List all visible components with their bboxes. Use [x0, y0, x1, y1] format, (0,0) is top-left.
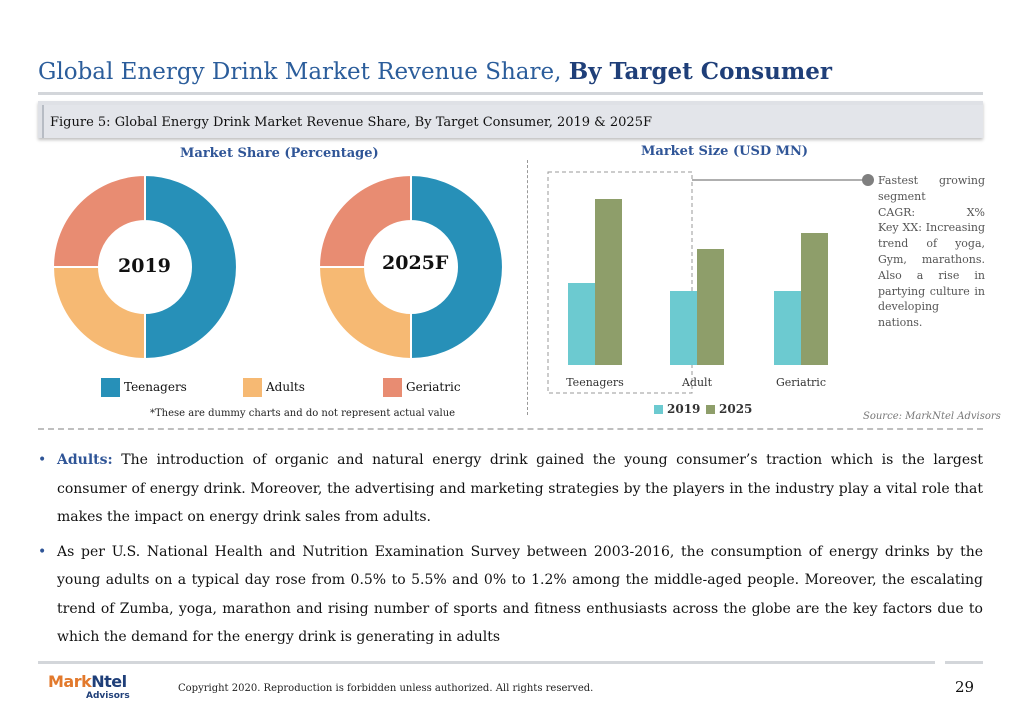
logo-subtitle: Advisors — [86, 691, 130, 701]
callout-line-text: partying culture in — [878, 284, 985, 298]
figure-caption: Figure 5: Global Energy Drink Market Rev… — [50, 115, 652, 130]
callout-line-text: Key XX: Increasing — [878, 221, 985, 235]
legend-teenagers: Teenagers — [101, 377, 187, 397]
callout-line-text: Also a rise in — [878, 268, 985, 282]
bullet-text: As per U.S. National Health and Nutritio… — [57, 543, 983, 646]
donut-chart-2019 — [52, 174, 238, 360]
legend-adults: Adults — [243, 377, 305, 397]
logo-part-mark: Mark — [48, 672, 92, 691]
donut-2025f-year-label: 2025F — [382, 252, 449, 274]
bar-teenagers-2019 — [568, 283, 595, 365]
figure-caption-inner — [42, 105, 983, 138]
callout-line-text: Fastest growing — [878, 174, 985, 187]
highlight-box — [547, 171, 693, 394]
copyright-text: Copyright 2020. Reproduction is forbidde… — [178, 683, 594, 694]
bullet-item-adults: • Adults: The introduction of organic an… — [38, 446, 983, 532]
bullet-text: The introduction of organic and natural … — [57, 452, 983, 525]
page-number: 29 — [955, 678, 975, 696]
callout-line-text: nations. — [878, 316, 923, 330]
legend-label-geriatric: Geriatric — [406, 380, 461, 394]
legend-swatch-teenagers — [101, 377, 120, 397]
callout-line-text: segment — [878, 189, 926, 203]
market-share-heading: Market Share (Percentage) — [180, 146, 379, 161]
footer-rule — [38, 661, 935, 664]
bullet-lead: Adults: — [57, 452, 113, 468]
bullet-dot: • — [38, 452, 47, 468]
callout-dot — [862, 174, 874, 186]
callout-line-text: Gym, marathons. — [878, 252, 985, 266]
legend-label-adults: Adults — [266, 380, 305, 394]
logo-wordmark: MarkNtel — [48, 672, 127, 691]
donut-2025f-slice-adults — [318, 266, 412, 360]
callout-text: Fastest growing segment CAGR: X% Key XX: In… — [878, 173, 985, 331]
legend-swatch-adults — [243, 377, 262, 397]
bar-chart — [547, 171, 828, 394]
bullet-item-survey: • As per U.S. National Health and Nutrit… — [38, 538, 983, 652]
donut-2019-year-label: 2019 — [118, 255, 171, 277]
source-note: Source: MarkNtel Advisors — [863, 411, 1001, 422]
horizontal-divider — [38, 428, 983, 430]
figure-caption-band: Figure 5: Global Energy Drink Market Rev… — [38, 101, 983, 138]
bar-teenagers-2025 — [595, 199, 622, 365]
bar-legend-label-2025: 2025 — [719, 402, 753, 416]
vertical-divider — [527, 160, 528, 415]
title-regular: Global Energy Drink Market Revenue Share… — [38, 59, 569, 85]
callout-line-text: CAGR: X% — [878, 205, 985, 219]
donut-2025f-slice-teenagers — [410, 174, 504, 360]
bar-geriatric-2025 — [801, 233, 828, 365]
donut-chart-2025f — [318, 174, 504, 360]
bar-legend-2025: 2025 — [706, 402, 752, 416]
bullet-dot: • — [38, 543, 47, 560]
bar-geriatric-2019 — [774, 291, 801, 365]
footer-rule-right — [945, 661, 983, 664]
bar-tick-teenagers: Teenagers — [566, 376, 624, 389]
title-bold: By Target Consumer — [568, 58, 832, 85]
legend-swatch-geriatric — [383, 377, 402, 397]
title-rule — [38, 92, 983, 95]
callout-line-text: developing — [878, 300, 940, 314]
bar-legend-label-2019: 2019 — [667, 402, 701, 416]
donut-2019-slice-adults — [52, 266, 146, 360]
bar-adult-2025 — [697, 249, 724, 365]
bar-legend-2019: 2019 — [654, 402, 700, 416]
donut-2025f-slice-geriatric — [318, 174, 412, 268]
page-title: Global Energy Drink Market Revenue Share… — [38, 58, 832, 85]
dummy-chart-note: *These are dummy charts and do not repre… — [150, 408, 456, 419]
donut-2019-slice-teenagers — [144, 174, 238, 360]
bar-tick-adult: Adult — [681, 376, 713, 389]
legend-geriatric: Geriatric — [383, 377, 461, 397]
bar-legend-swatch-2019 — [654, 404, 663, 414]
logo-part-ntel: Ntel — [91, 672, 127, 691]
donut-2019-slice-geriatric — [52, 174, 146, 268]
bar-legend-swatch-2025 — [706, 404, 715, 414]
legend-label-teenagers: Teenagers — [124, 380, 187, 394]
callout-line-text: trend of yoga, — [878, 237, 985, 251]
bullet-list: • Adults: The introduction of organic an… — [38, 446, 983, 658]
bar-adult-2019 — [670, 291, 697, 365]
market-size-heading: Market Size (USD MN) — [641, 144, 809, 159]
marknte-logo: MarkNtel Advisors — [48, 672, 130, 701]
bar-tick-geriatric: Geriatric — [776, 376, 826, 389]
